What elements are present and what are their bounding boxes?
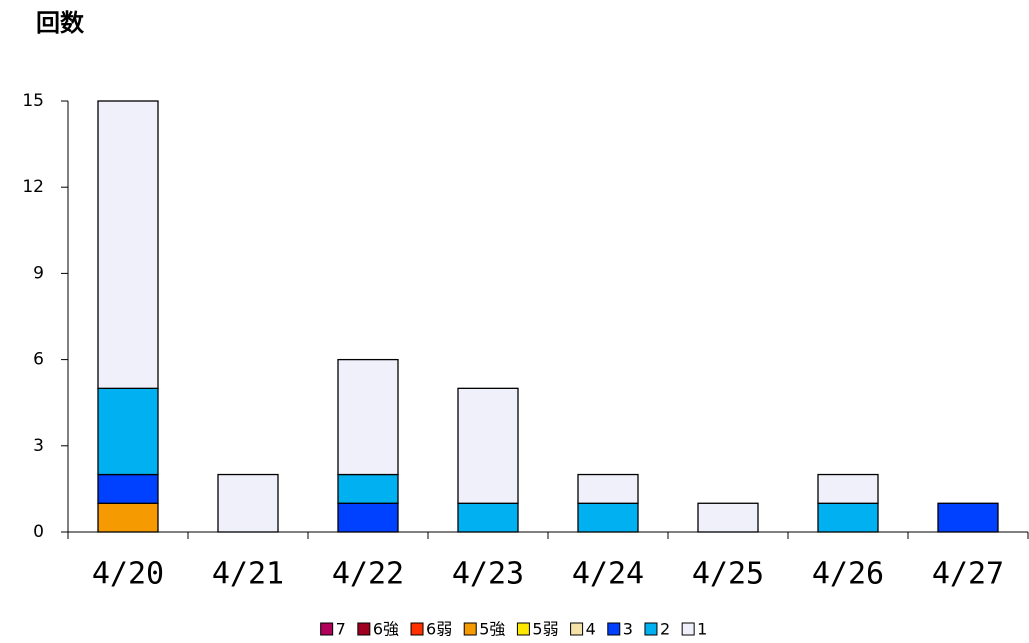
- legend-swatch: [607, 622, 621, 636]
- legend-label: 6弱: [426, 620, 452, 639]
- legend-label: 4: [586, 620, 596, 639]
- x-tick-label: 4/22: [332, 557, 404, 592]
- legend-swatch: [463, 622, 477, 636]
- legend-swatch: [320, 622, 334, 636]
- bar-segment: [97, 100, 159, 389]
- bar-segment: [817, 473, 879, 504]
- chart-title: 回数: [36, 9, 85, 37]
- legend-swatch: [681, 622, 695, 636]
- x-tick-label: 4/21: [212, 557, 284, 592]
- bar-segment: [97, 473, 159, 504]
- y-tick-label: 3: [33, 436, 44, 456]
- legend-label: 7: [336, 620, 346, 639]
- legend-label: 5弱: [532, 620, 558, 639]
- legend-label: 2: [660, 620, 670, 639]
- legend-swatch: [516, 622, 530, 636]
- bar-segment: [817, 502, 879, 533]
- bar-segment: [457, 387, 519, 504]
- legend-swatch: [644, 622, 658, 636]
- x-tick-label: 4/25: [692, 557, 764, 592]
- y-tick-label: 6: [33, 350, 44, 370]
- bar-segment: [457, 502, 519, 533]
- y-tick-label: 15: [22, 91, 44, 111]
- x-tick-label: 4/20: [92, 557, 164, 592]
- y-tick-label: 9: [33, 263, 44, 283]
- bar-segment: [97, 387, 159, 476]
- y-tick-label: 12: [22, 177, 44, 197]
- bar-segment: [337, 358, 399, 476]
- bar-segment: [697, 502, 759, 533]
- legend-label: 6強: [373, 620, 399, 639]
- x-tick-label: 4/27: [932, 557, 1004, 592]
- bar-segment: [577, 473, 639, 504]
- legend-label: 1: [697, 620, 707, 639]
- y-tick-label: 0: [33, 522, 44, 542]
- legend-label: 5強: [479, 620, 505, 639]
- legend-label: 3: [623, 620, 633, 639]
- bar-segment: [337, 473, 399, 504]
- bar-segment: [937, 502, 999, 533]
- bar-segment: [217, 473, 279, 533]
- x-tick-label: 4/23: [452, 557, 524, 592]
- bar-segment: [97, 502, 159, 533]
- bar-segment: [577, 502, 639, 533]
- legend-swatch: [357, 622, 371, 636]
- legend-swatch: [570, 622, 584, 636]
- legend-swatch: [410, 622, 424, 636]
- x-tick-label: 4/24: [572, 557, 644, 592]
- x-tick-label: 4/26: [812, 557, 884, 592]
- bar-segment: [337, 502, 399, 533]
